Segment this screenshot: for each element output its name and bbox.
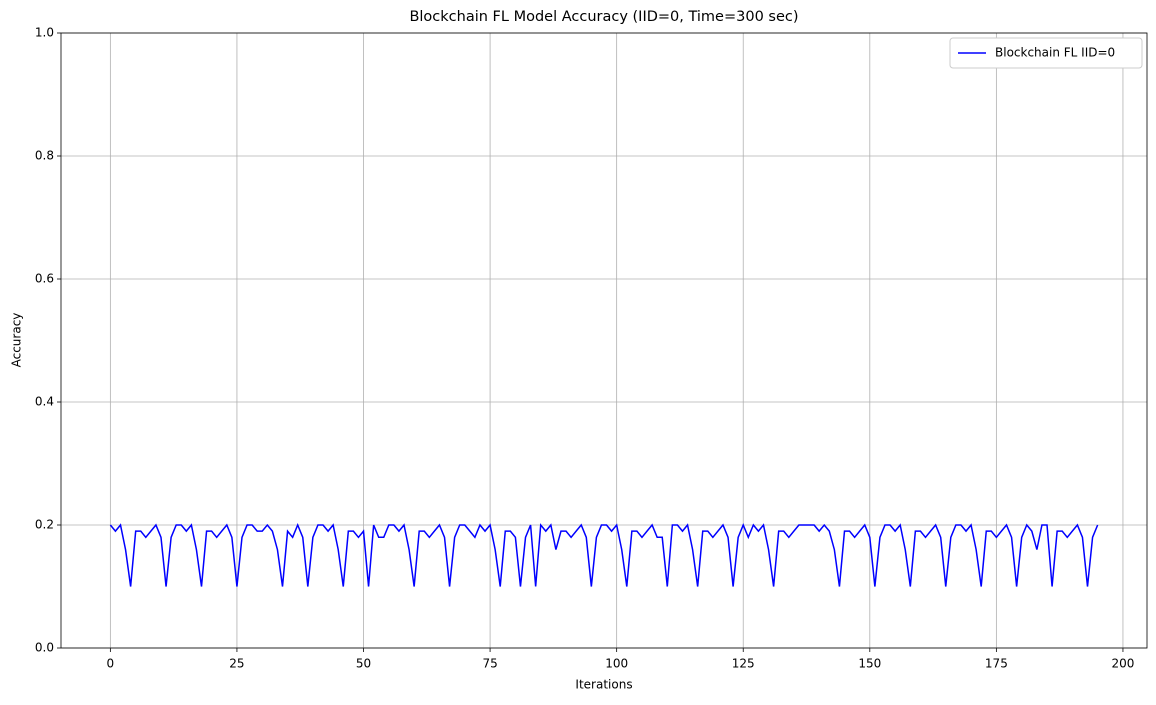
- y-tick-label: 0.4: [35, 395, 54, 409]
- chart-title: Blockchain FL Model Accuracy (IID=0, Tim…: [409, 9, 798, 25]
- x-tick-label: 75: [482, 657, 497, 671]
- y-axis-label: Accuracy: [10, 313, 24, 368]
- legend-box: [949, 37, 1143, 69]
- x-axis-label: Iterations: [575, 678, 632, 692]
- x-tick-label: 100: [605, 657, 628, 671]
- x-tick-label: 50: [356, 657, 371, 671]
- data-line: [109, 523, 1099, 587]
- y-tick-label: 0.0: [35, 641, 54, 655]
- x-tick-label: 175: [985, 657, 1008, 671]
- x-tick-label: 200: [1111, 657, 1134, 671]
- x-tick-label: 125: [732, 657, 755, 671]
- y-tick-label: 0.6: [35, 272, 54, 286]
- legend-label: Blockchain FL IID=0: [995, 46, 1115, 60]
- y-tick-label: 0.8: [35, 149, 54, 163]
- x-tick-label: 150: [858, 657, 881, 671]
- x-tick-label: 25: [229, 657, 244, 671]
- x-tick-label: 0: [107, 657, 115, 671]
- y-tick-label: 1.0: [35, 26, 54, 40]
- plot-frame: [60, 32, 1148, 649]
- y-tick-label: 0.2: [35, 518, 54, 532]
